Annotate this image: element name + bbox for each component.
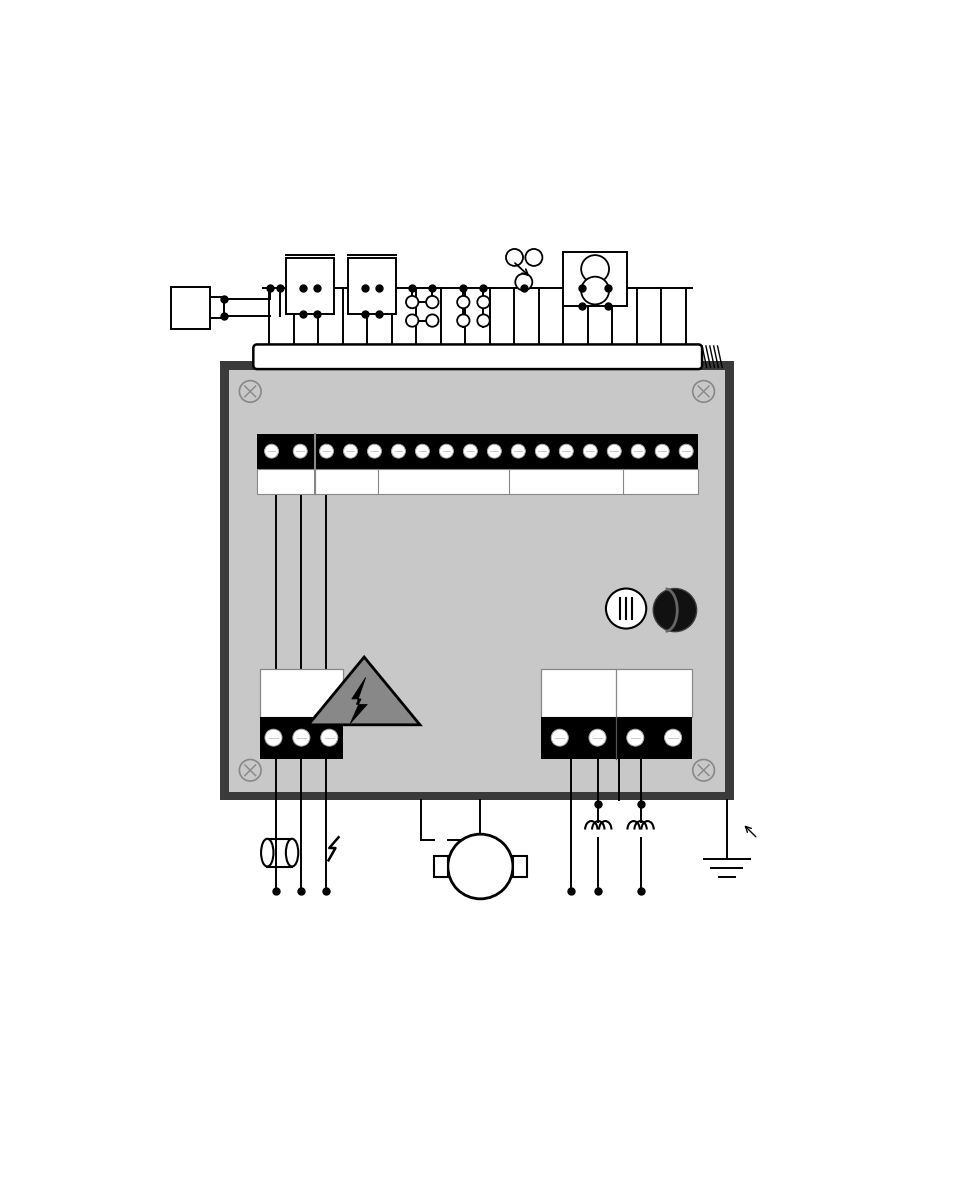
Circle shape [525,249,542,266]
Circle shape [476,296,489,308]
Circle shape [447,834,513,899]
Circle shape [391,445,405,458]
Circle shape [239,381,261,403]
Circle shape [456,315,469,327]
Circle shape [406,315,418,327]
Circle shape [655,445,668,458]
Circle shape [456,296,469,308]
Bar [220,362,733,801]
Circle shape [558,445,573,458]
Circle shape [679,445,693,458]
Bar [257,469,698,494]
Bar [257,434,698,469]
Bar [434,857,447,876]
Circle shape [463,445,476,458]
Polygon shape [350,678,367,724]
Circle shape [320,730,337,746]
Circle shape [692,760,714,781]
FancyBboxPatch shape [253,345,701,369]
Circle shape [631,445,644,458]
Circle shape [319,445,334,458]
Circle shape [505,249,522,266]
Circle shape [239,760,261,781]
Circle shape [293,445,307,458]
Bar [348,258,395,314]
Circle shape [515,274,532,291]
Bar [513,857,526,876]
Circle shape [406,296,418,308]
Circle shape [605,589,645,629]
Bar [171,287,210,329]
Bar [540,716,691,760]
Circle shape [580,276,608,304]
Circle shape [367,445,381,458]
Circle shape [664,730,680,746]
Ellipse shape [286,839,298,867]
Bar [259,716,343,760]
Bar [540,668,691,716]
Circle shape [582,445,597,458]
Circle shape [426,315,438,327]
Bar [259,668,343,716]
Circle shape [580,255,608,282]
Circle shape [439,445,453,458]
Circle shape [343,445,357,458]
Circle shape [264,445,278,458]
Bar [286,258,334,314]
Circle shape [607,445,620,458]
Circle shape [626,730,643,746]
Circle shape [293,730,310,746]
Bar [562,252,626,307]
Circle shape [511,445,525,458]
Bar [229,370,724,792]
Circle shape [476,315,489,327]
Circle shape [415,445,429,458]
Polygon shape [308,657,419,725]
Circle shape [551,730,568,746]
Circle shape [692,381,714,403]
Circle shape [487,445,501,458]
Circle shape [653,589,696,631]
Ellipse shape [261,839,274,867]
Circle shape [588,730,605,746]
Circle shape [265,730,282,746]
Circle shape [426,296,438,308]
Circle shape [535,445,549,458]
